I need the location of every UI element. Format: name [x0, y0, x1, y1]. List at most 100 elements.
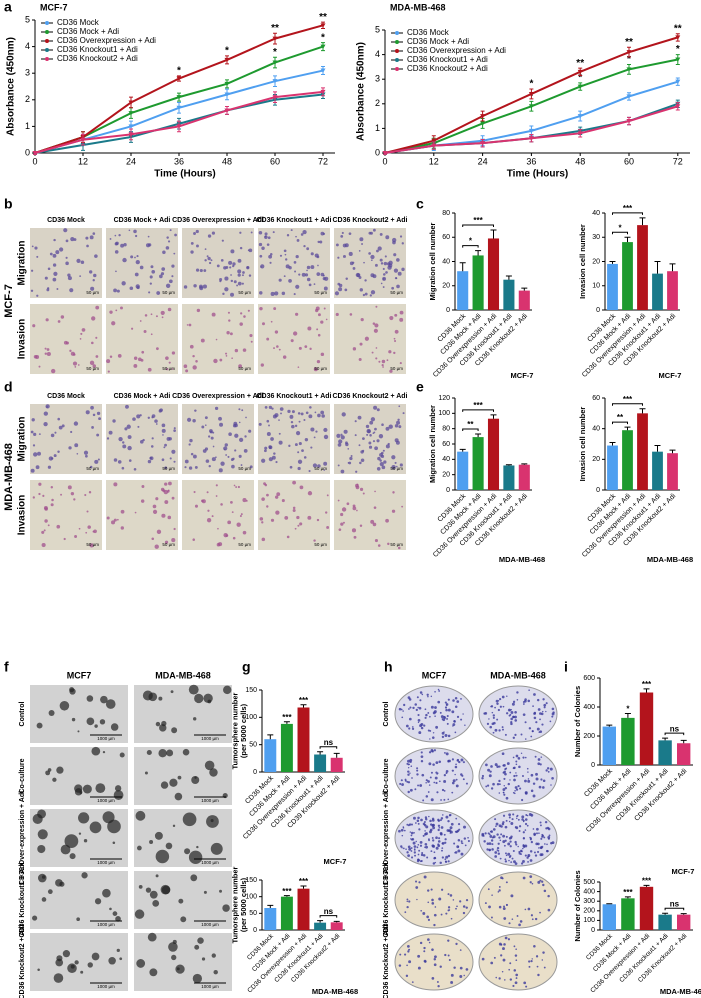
- colony-texture: [521, 798, 524, 802]
- colony-texture: [428, 762, 432, 766]
- colony-texture: [438, 897, 442, 901]
- cell-texture: [294, 424, 298, 428]
- colony-texture: [528, 727, 532, 730]
- cell-texture: [215, 338, 218, 341]
- colony-texture: [481, 957, 485, 961]
- panel-label: c: [416, 196, 424, 212]
- cell-texture: [151, 269, 156, 274]
- error-bar: [654, 445, 661, 452]
- x-tick-label: 36: [174, 156, 184, 166]
- colony-texture: [510, 711, 514, 714]
- row-label: CD36 Over-expression + Adi: [19, 791, 26, 885]
- colony-texture: [516, 691, 519, 694]
- colony-texture: [401, 847, 403, 849]
- colony-texture: [488, 848, 492, 852]
- colony-texture: [400, 708, 403, 711]
- colony-texture: [512, 984, 515, 988]
- cell-texture: [304, 273, 309, 277]
- cell-texture: [156, 291, 161, 295]
- colony-texture: [407, 767, 410, 769]
- colony-texture: [513, 774, 516, 778]
- bar: [457, 451, 469, 490]
- colony-texture: [544, 820, 548, 824]
- cell-texture: [183, 285, 188, 289]
- y-tick-label: 100: [245, 894, 257, 901]
- colony-texture: [444, 733, 448, 737]
- cell-texture: [109, 310, 113, 314]
- cell-texture: [270, 437, 274, 441]
- colony-texture: [445, 708, 448, 712]
- cell-texture: [73, 421, 79, 426]
- cell-texture: [340, 512, 344, 517]
- colony-texture: [418, 731, 422, 735]
- error-bar: [624, 896, 631, 899]
- panel-label: h: [384, 659, 393, 675]
- colony-texture: [490, 787, 494, 790]
- significance: *: [529, 79, 533, 90]
- colony-texture: [426, 856, 429, 859]
- colony-texture: [441, 849, 443, 852]
- y-tick-label: 0: [446, 307, 450, 314]
- bar: [639, 692, 654, 765]
- cell-texture: [70, 491, 75, 496]
- colony-texture: [527, 771, 529, 773]
- sphere-texture: [74, 960, 79, 965]
- y-tick-label: 40: [442, 258, 450, 265]
- cell-texture: [380, 454, 385, 459]
- micrograph: [106, 304, 178, 374]
- row-label: Invasion: [17, 495, 28, 536]
- micrograph: [106, 228, 178, 298]
- colony-texture: [508, 922, 511, 925]
- colony-texture: [438, 837, 441, 840]
- colony-texture: [541, 723, 544, 726]
- error-bar: [475, 433, 482, 438]
- cell-texture: [380, 282, 383, 285]
- cell-texture: [320, 410, 325, 415]
- bracket: [612, 403, 643, 406]
- colony-texture: [444, 701, 447, 704]
- cell-texture: [264, 405, 268, 409]
- error-bar: [609, 441, 616, 446]
- cell-texture: [278, 348, 281, 351]
- row-label: Migration: [17, 417, 28, 462]
- legend-marker: [45, 57, 49, 61]
- cell-texture: [234, 433, 239, 438]
- colony-texture: [504, 858, 507, 861]
- colony-texture: [459, 974, 463, 978]
- cell-texture: [106, 359, 111, 364]
- cell-texture: [276, 492, 281, 497]
- colony-texture: [425, 818, 428, 821]
- sphere-texture: [136, 845, 142, 851]
- y-tick-label: 0: [253, 927, 257, 934]
- sphere-texture: [154, 831, 163, 840]
- cell-texture: [147, 367, 152, 372]
- cell-texture: [85, 454, 88, 458]
- cell-texture: [154, 544, 159, 549]
- cell-texture: [121, 466, 125, 470]
- colony-texture: [457, 846, 460, 848]
- colony-texture: [409, 838, 412, 840]
- sphere-texture: [182, 812, 197, 827]
- cell-texture: [383, 460, 387, 464]
- bar: [637, 413, 648, 490]
- cell-texture: [323, 469, 326, 471]
- colony-texture: [410, 856, 414, 859]
- sphere-texture: [177, 775, 182, 780]
- colony-texture: [515, 948, 517, 950]
- cell-texture: [94, 459, 99, 464]
- scale-label: 50 µm: [238, 542, 251, 547]
- error-bar: [267, 904, 274, 908]
- colony-texture: [462, 713, 464, 715]
- cell-texture: [398, 425, 402, 429]
- colony-texture: [423, 946, 426, 950]
- cell-texture: [227, 311, 230, 314]
- point: [431, 143, 437, 149]
- colony-texture: [524, 829, 527, 831]
- cell-texture: [375, 357, 378, 360]
- colony-texture: [537, 708, 541, 711]
- colony-texture: [427, 889, 430, 892]
- cell-texture: [357, 415, 362, 420]
- colony-texture: [489, 770, 492, 773]
- cell-texture: [370, 254, 375, 260]
- colony-texture: [501, 728, 504, 731]
